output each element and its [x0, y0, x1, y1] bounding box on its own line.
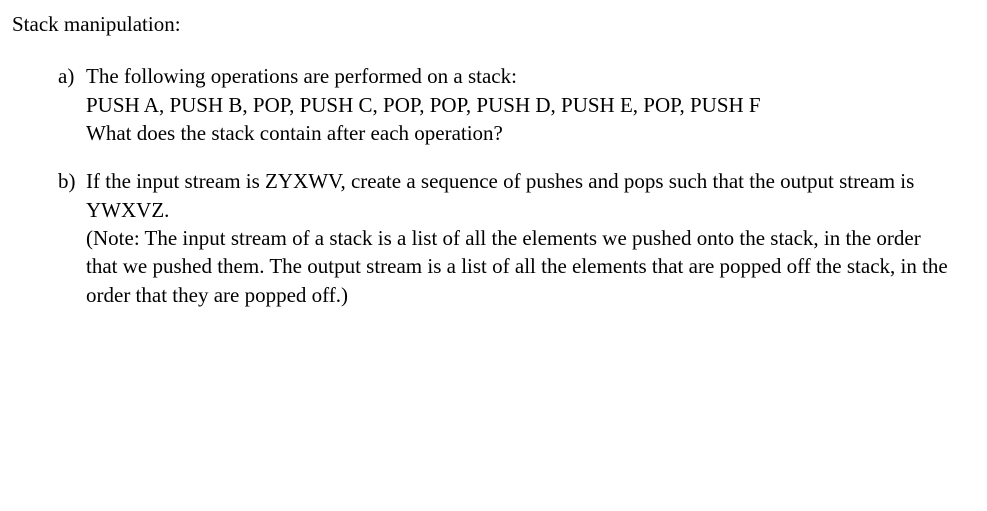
ordered-list: a) The following operations are performe…	[12, 62, 957, 309]
list-content: If the input stream is ZYXWV, create a s…	[86, 167, 957, 309]
paragraph-text: (Note: The input stream of a stack is a …	[86, 224, 957, 309]
paragraph-text: What does the stack contain after each o…	[86, 119, 957, 147]
list-content: The following operations are performed o…	[86, 62, 957, 147]
paragraph-text: If the input stream is ZYXWV, create a s…	[86, 167, 957, 224]
document-heading: Stack manipulation:	[12, 10, 957, 38]
paragraph-text: The following operations are performed o…	[86, 62, 957, 90]
list-item-b: b) If the input stream is ZYXWV, create …	[58, 167, 957, 309]
list-marker: a)	[58, 62, 86, 147]
list-marker: b)	[58, 167, 86, 309]
list-item-a: a) The following operations are performe…	[58, 62, 957, 147]
paragraph-text: PUSH A, PUSH B, POP, PUSH C, POP, POP, P…	[86, 91, 957, 119]
